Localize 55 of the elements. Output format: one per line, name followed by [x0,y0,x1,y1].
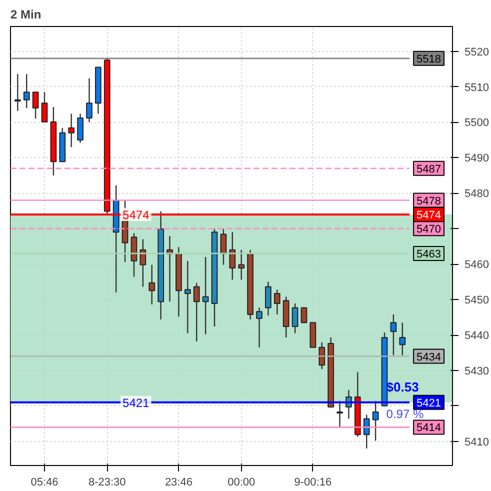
candlestick [318,342,326,370]
x-tick-label: 05:46 [30,476,58,488]
y-tick-label: 5430 [464,365,489,378]
candlestick [184,260,191,334]
y-tick-label: 5490 [464,152,489,165]
candlestick [140,238,146,288]
candlestick [23,73,30,109]
ref-line-label: 5474 [416,209,442,222]
ref-line-label: 5421 [416,397,442,410]
candlestick [363,414,370,450]
candlestick [86,78,92,123]
y-tick-label: 5440 [464,330,489,342]
candlestick [265,281,272,316]
candlestick [130,232,138,278]
candlestick [336,400,343,428]
candlestick [68,113,75,148]
x-tick-label: 9-00:16 [294,476,332,488]
annotation: 5421 [122,396,150,410]
candlestick [300,307,308,324]
candlestick [399,322,406,356]
candlestick [220,228,227,266]
candlestick [148,264,156,306]
candlestick [41,92,48,123]
ref-line-label: 5518 [416,53,442,66]
y-tick-label: 5410 [464,436,489,448]
candlestick [77,113,84,144]
ref-line-label: 5414 [416,422,442,434]
y-tick-label: 5460 [464,259,489,272]
x-tick-label: 00:00 [228,476,256,488]
candlestick [274,289,280,316]
candlestick [390,314,397,356]
candlestick [14,73,21,112]
y-tick-label: 5480 [464,188,489,200]
candlestick [229,232,236,280]
candlestick [202,256,209,335]
candlestick [372,400,379,442]
y-tick-label: 5520 [464,46,489,58]
ref-line-label: 5470 [416,224,442,236]
annotation: 0.97 % [386,406,424,421]
candlestick [238,249,245,280]
chart-title: 2 Min [10,8,42,22]
candlestick [292,302,298,334]
ref-line-label: 5487 [416,163,442,176]
ref-line-label: 5434 [416,351,442,364]
y-tick-label: 5510 [464,82,489,94]
candlestick [193,282,200,342]
x-tick-label: 23:46 [164,476,192,488]
ref-line-label: 5463 [416,248,442,260]
candlestick [32,92,39,120]
ref-line-label: 5478 [416,195,442,208]
y-tick-label: 5500 [464,117,489,130]
y-tick-label: 5450 [464,294,489,307]
annotation: 5474 [122,208,150,222]
x-tick-label: 8-23:30 [88,476,126,488]
candlestick [256,307,262,348]
